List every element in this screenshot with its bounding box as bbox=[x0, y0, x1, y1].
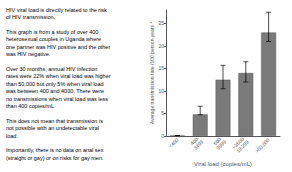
svg-text:no transmissions when viral lo: no transmissions when viral load was les… bbox=[6, 96, 108, 102]
svg-text:15: 15 bbox=[158, 65, 164, 71]
svg-text:Average transmission rate /100: Average transmission rate /100 person ye… bbox=[149, 22, 155, 125]
svg-text:Importantly, there is no data: Importantly, there is no data on anal se… bbox=[6, 147, 104, 153]
svg-text:of HIV transmission.: of HIV transmission. bbox=[6, 14, 56, 20]
svg-text:heterosexual couples in Uganda: heterosexual couples in Uganda where bbox=[6, 36, 101, 42]
svg-text:10: 10 bbox=[158, 88, 164, 94]
svg-text:(straight or gay) or on risks: (straight or gay) or on risks for gay me… bbox=[6, 155, 104, 161]
svg-text:25: 25 bbox=[158, 20, 164, 26]
svg-text:9999: 9999 bbox=[215, 139, 227, 151]
svg-text:20: 20 bbox=[158, 43, 164, 49]
svg-text:0: 0 bbox=[161, 133, 164, 139]
svg-text:than 400 copies/mL.: than 400 copies/mL. bbox=[6, 103, 56, 109]
svg-text:~3500-: ~3500- bbox=[230, 134, 246, 151]
svg-text:500-: 500- bbox=[211, 134, 224, 147]
svg-text:Over 30 months, annual HIV inf: Over 30 months, annual HIV infection bbox=[6, 66, 97, 72]
svg-text:<400: <400 bbox=[167, 137, 179, 149]
svg-text:>50,000: >50,000 bbox=[254, 137, 271, 154]
svg-text:HIV viral load is directly rel: HIV viral load is directly related to th… bbox=[6, 7, 107, 13]
svg-text:5: 5 bbox=[161, 110, 164, 116]
svg-text:This graph is from a study of: This graph is from a study of over 400 bbox=[6, 29, 98, 35]
svg-text:one partner was HIV positive a: one partner was HIV positive and the oth… bbox=[6, 44, 110, 50]
svg-text:not possible with an undetecta: not possible with an undetectable viral bbox=[6, 125, 99, 131]
svg-text:3499: 3499 bbox=[192, 139, 204, 151]
svg-text:Viral load (copies/mL): Viral load (copies/mL) bbox=[194, 161, 252, 167]
svg-text:load.: load. bbox=[6, 133, 18, 139]
svg-text:This does not mean that transm: This does not mean that transmission is bbox=[6, 118, 103, 124]
svg-text:19,299: 19,299 bbox=[235, 139, 250, 154]
svg-text:rates were 22% when viral load: rates were 22% when viral load was highe… bbox=[6, 73, 111, 79]
svg-text:400-: 400- bbox=[189, 134, 201, 147]
svg-text:than 50,000 but only 5% when v: than 50,000 but only 5% when viral load bbox=[6, 81, 104, 87]
svg-text:was between 400 and 4000. Ther: was between 400 and 4000. There were bbox=[5, 88, 104, 94]
svg-text:was HIV negative.: was HIV negative. bbox=[5, 51, 51, 57]
